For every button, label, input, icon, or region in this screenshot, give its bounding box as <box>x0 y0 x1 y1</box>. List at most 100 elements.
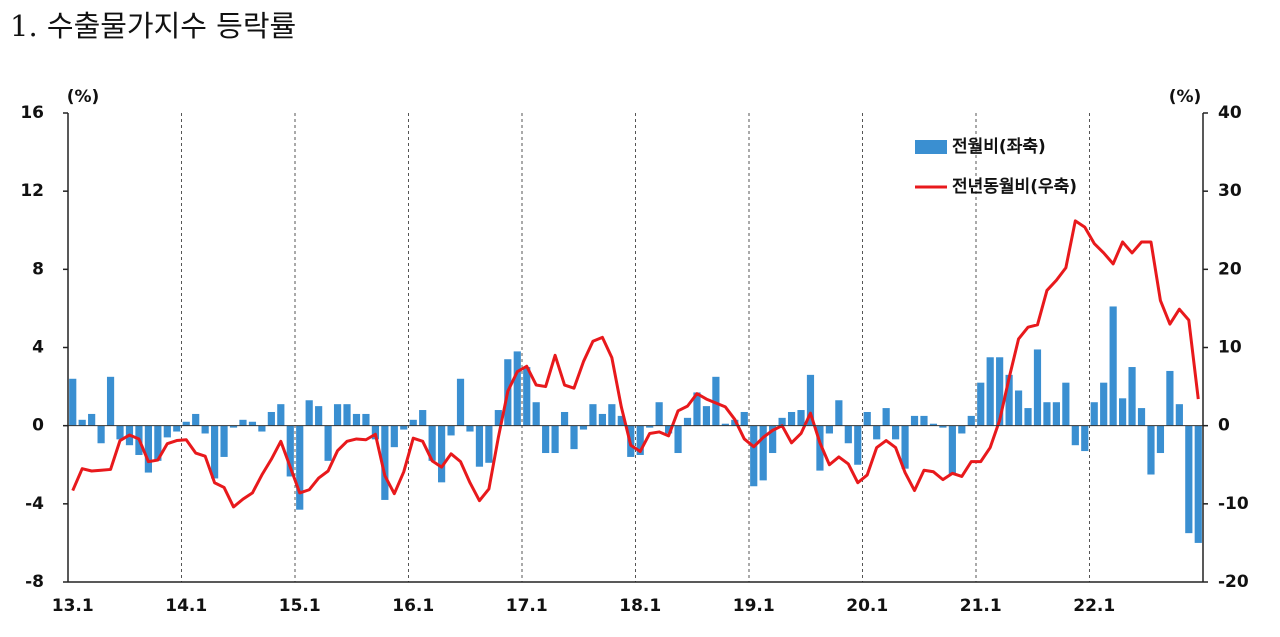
bar <box>693 392 701 426</box>
bar <box>560 411 569 426</box>
bar <box>286 425 294 477</box>
bar <box>740 411 748 426</box>
bar <box>778 417 786 426</box>
bar <box>892 425 900 440</box>
bar <box>277 404 285 426</box>
x-tick-label: 22.1 <box>1073 596 1115 616</box>
bar <box>617 415 625 426</box>
bar <box>1128 367 1136 426</box>
bar <box>769 425 777 454</box>
bar <box>324 425 332 461</box>
bar <box>1014 390 1023 426</box>
bar <box>683 417 692 426</box>
bar <box>967 415 975 426</box>
bar <box>1185 425 1193 534</box>
bar <box>447 425 455 436</box>
chart-title: 1. 수출물가지수 등락률 <box>10 9 296 43</box>
x-tick-label: 17.1 <box>506 596 548 616</box>
bar <box>192 413 200 426</box>
bar <box>750 425 758 487</box>
bar <box>428 425 436 461</box>
bar <box>1175 404 1183 426</box>
bar <box>69 378 77 426</box>
bar <box>608 404 616 426</box>
bar <box>371 425 379 440</box>
bar <box>532 402 540 426</box>
bar <box>333 404 342 426</box>
bar <box>1137 408 1146 426</box>
bar <box>78 419 86 426</box>
bar <box>182 421 190 426</box>
bar <box>239 419 247 426</box>
bar <box>106 376 115 426</box>
bar <box>1043 402 1051 426</box>
bar <box>986 357 994 426</box>
bar <box>901 425 909 469</box>
line <box>71 219 1200 509</box>
x-tick-label: 16.1 <box>392 596 434 616</box>
bar <box>97 425 105 444</box>
bar <box>1109 306 1117 426</box>
bar <box>1024 408 1032 426</box>
bar <box>466 425 474 432</box>
bar <box>570 425 578 450</box>
bar <box>523 367 531 426</box>
bar <box>173 425 181 432</box>
y-axis-label: (%) <box>67 87 100 107</box>
bar <box>1090 402 1098 426</box>
bar <box>1081 425 1089 452</box>
bar <box>854 425 862 465</box>
bar <box>1194 425 1202 543</box>
bar <box>542 425 550 454</box>
bar <box>996 357 1004 426</box>
bar <box>712 376 720 426</box>
y-tick-label: 8 <box>32 259 44 279</box>
bar <box>1062 382 1070 426</box>
bar <box>646 425 654 428</box>
bar <box>154 425 162 461</box>
bar <box>977 382 985 426</box>
bar <box>116 425 124 440</box>
bar <box>390 425 398 448</box>
bar <box>258 425 266 432</box>
bar <box>419 410 427 426</box>
bar <box>598 413 606 426</box>
bar <box>513 351 521 426</box>
bar <box>144 425 152 473</box>
bar <box>825 425 833 434</box>
bar <box>1166 370 1174 426</box>
bar <box>400 425 408 430</box>
y-tick-label: 16 <box>20 103 44 123</box>
y2-tick-label: 20 <box>1218 259 1242 279</box>
bar <box>844 425 852 444</box>
bar <box>721 423 729 426</box>
bar <box>816 425 824 471</box>
y2-tick-label: 0 <box>1218 416 1230 436</box>
bar <box>655 402 663 426</box>
y2-tick-label: -10 <box>1218 494 1249 514</box>
bar <box>475 425 484 467</box>
bar <box>674 425 682 454</box>
bar <box>1052 402 1060 426</box>
bar <box>352 413 361 426</box>
x-tick-label: 21.1 <box>960 596 1002 616</box>
bar <box>343 404 351 426</box>
bar <box>929 423 938 426</box>
bar <box>201 425 209 434</box>
bar <box>1033 349 1042 426</box>
bar <box>702 406 711 426</box>
bar <box>88 413 96 426</box>
bar <box>220 425 228 457</box>
bar <box>305 400 313 426</box>
x-tick-label: 14.1 <box>165 596 207 616</box>
bar <box>920 415 928 426</box>
legend-label: 전월비(좌축) <box>952 137 1046 157</box>
bar <box>759 425 767 481</box>
bar <box>456 378 465 426</box>
bar <box>1071 425 1079 446</box>
bar <box>579 425 588 430</box>
bar <box>163 425 171 438</box>
bar <box>589 404 597 426</box>
